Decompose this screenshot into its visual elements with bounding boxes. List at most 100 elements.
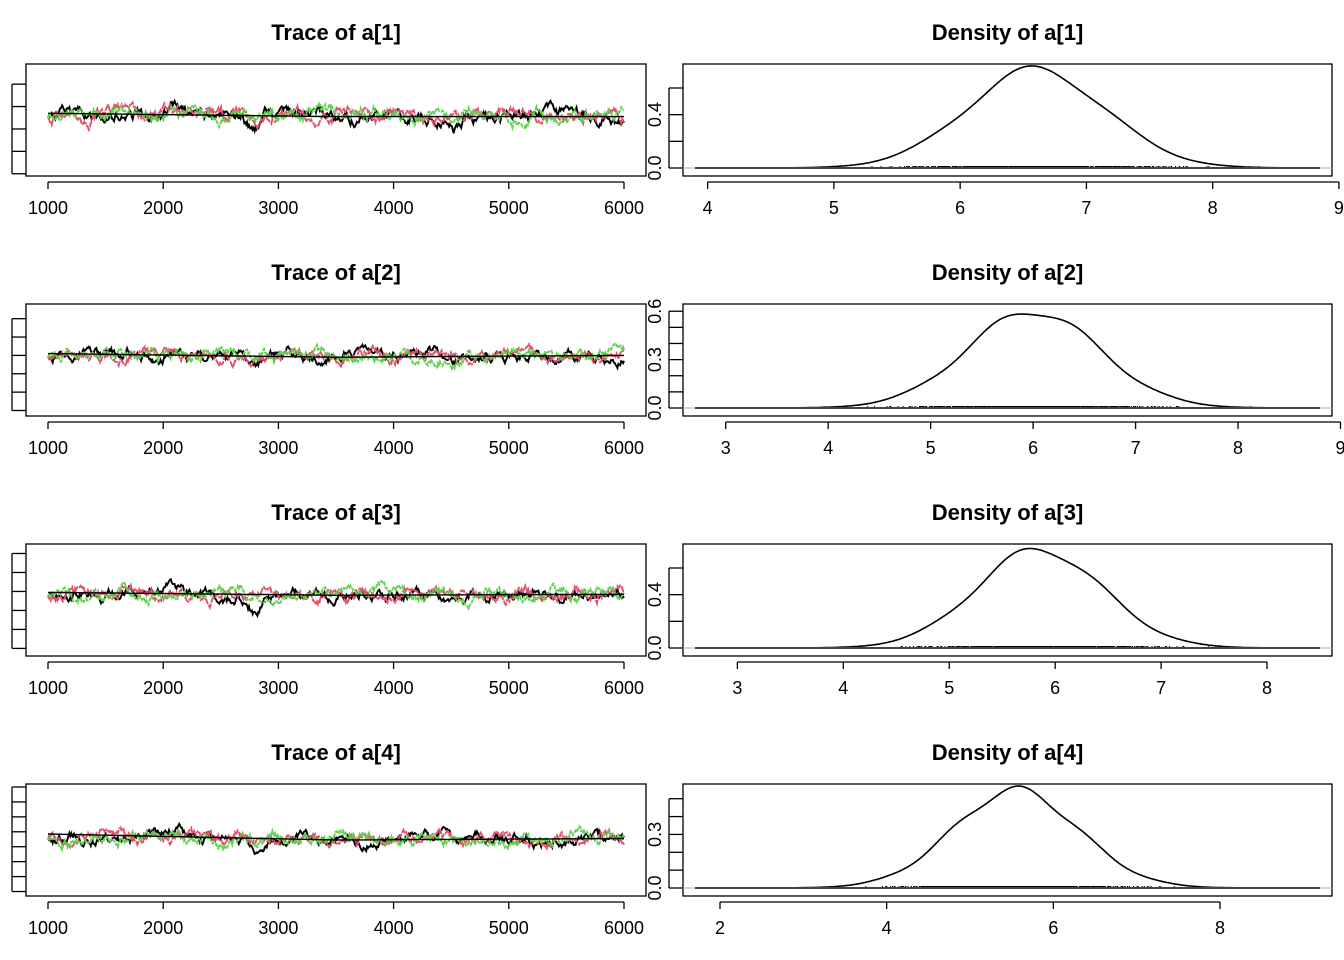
y-tick-label: 0.4: [645, 582, 665, 607]
y-tick-label: 0.0: [645, 635, 665, 660]
x-tick-label: 7: [1156, 678, 1166, 698]
trace-panel-1: Trace of a[1] 1000 2000 3000 4000 5000 6000: [11, 20, 647, 218]
x-tick-label: 3000: [258, 198, 298, 218]
x-tick-label: 8: [1208, 198, 1218, 218]
x-tick-label: 3000: [258, 678, 298, 698]
plot-frame: [25, 783, 647, 897]
plot-frame: [682, 783, 1333, 897]
trend-line: [47, 833, 625, 841]
rug-marks: [695, 166, 1320, 169]
panel-title: Density of a[1]: [932, 20, 1084, 45]
x-tick-label: 4000: [374, 918, 414, 938]
x-tick-label: 5: [926, 438, 936, 458]
chain-2-line: [47, 582, 625, 611]
trace-panel-4: Trace of a[4] 1000 2000 3000 4000 5000 6000: [11, 740, 647, 938]
x-tick-label: 8: [1262, 678, 1272, 698]
x-tick-label: 6: [1048, 918, 1058, 938]
x-tick-label: 6000: [604, 918, 644, 938]
x-tick-label: 2000: [143, 198, 183, 218]
x-tick-label: 6: [955, 198, 965, 218]
rug-marks: [695, 646, 1320, 649]
x-tick-label: 5000: [489, 438, 529, 458]
y-tick-label: 0.0: [645, 875, 665, 900]
x-tick-label: 3: [721, 438, 731, 458]
rug-marks: [695, 406, 1320, 409]
density-curve: [695, 547, 1320, 649]
x-tick-label: 6000: [604, 678, 644, 698]
y-tick-label: 0.0: [645, 395, 665, 420]
trace-panel-2: Trace of a[2] 1000 2000 3000 4000 5000 6000: [11, 260, 647, 458]
density-curve: [695, 313, 1320, 409]
y-tick-label: 0.3: [645, 822, 665, 847]
x-tick-label: 8: [1233, 438, 1243, 458]
x-tick-label: 6: [1028, 438, 1038, 458]
x-tick-label: 2: [715, 918, 725, 938]
x-tick-label: 4: [703, 198, 713, 218]
plot-frame: [682, 543, 1333, 657]
plot-frame: [682, 303, 1333, 417]
density-curve: [695, 65, 1320, 169]
x-tick-label: 5000: [489, 918, 529, 938]
x-tick-label: 5: [829, 198, 839, 218]
density-panel-2: Density of a[2] 3 4 5 6 7 8 9 0.0 0.3 0.6: [645, 260, 1344, 458]
chain-2-line: [47, 342, 625, 370]
x-tick-label: 6: [1050, 678, 1060, 698]
y-tick-label: 0.6: [645, 299, 665, 324]
x-tick-label: 4000: [374, 678, 414, 698]
x-tick-label: 5000: [489, 198, 529, 218]
x-tick-label: 4000: [374, 198, 414, 218]
x-tick-label: 2000: [143, 678, 183, 698]
x-tick-label: 5000: [489, 678, 529, 698]
x-tick-label: 6000: [604, 198, 644, 218]
y-tick-label: 0.0: [645, 155, 665, 180]
x-tick-label: 4: [838, 678, 848, 698]
trend-line: [47, 591, 625, 597]
density-curve: [695, 785, 1320, 889]
plot-frame: [25, 63, 647, 177]
chain-3-line: [47, 579, 625, 612]
x-tick-label: 1000: [28, 918, 68, 938]
density-panel-3: Density of a[3] 3 4 5 6 7 8 0.0 0.4: [645, 500, 1333, 698]
panel-title: Trace of a[2]: [271, 260, 401, 285]
plot-frame: [682, 63, 1333, 177]
chain-1-line: [47, 342, 625, 371]
chain-3-line: [47, 342, 625, 371]
panels: Trace of a[1]1000 2000 3000 4000 5000 6000Tra…: [11, 20, 1344, 938]
panel-title: Trace of a[4]: [271, 740, 401, 765]
density-panel-1: Density of a[1] 4 5 6 7 8 9 0.0 0.4: [645, 20, 1344, 218]
x-tick-label: 3000: [258, 918, 298, 938]
x-tick-label: 2000: [143, 438, 183, 458]
x-tick-label: 3000: [258, 438, 298, 458]
y-tick-label: 0.4: [645, 102, 665, 127]
x-tick-label: 6000: [604, 438, 644, 458]
trend-line: [47, 352, 625, 358]
x-tick-label: 9: [1334, 198, 1344, 218]
chain-2-line: [47, 825, 625, 852]
plot-frame: [25, 303, 647, 417]
x-tick-label: 4: [823, 438, 833, 458]
x-tick-label: 7: [1081, 198, 1091, 218]
panel-title: Density of a[4]: [932, 740, 1084, 765]
panel-title: Trace of a[3]: [271, 500, 401, 525]
trend-line: [47, 112, 624, 118]
panel-title: Density of a[2]: [932, 260, 1084, 285]
x-tick-label: 4: [882, 918, 892, 938]
trace-panel-3: Trace of a[3] 1000 2000 3000 4000 5000 6000: [11, 500, 647, 698]
x-tick-label: 3: [732, 678, 742, 698]
chain-3-line: [47, 824, 625, 853]
chain-3-line: [47, 101, 625, 132]
x-tick-label: 4000: [374, 438, 414, 458]
x-tick-label: 2000: [143, 918, 183, 938]
x-tick-label: 1000: [28, 678, 68, 698]
panel-title: Density of a[3]: [932, 500, 1084, 525]
x-tick-label: 7: [1131, 438, 1141, 458]
density-panel-4: Density of a[4] 2 4 6 8 0.0 0.3: [645, 740, 1333, 938]
x-tick-label: 1000: [28, 438, 68, 458]
plot-frame: [25, 543, 647, 657]
x-tick-label: 1000: [28, 198, 68, 218]
x-tick-label: 5: [944, 678, 954, 698]
x-tick-label: 8: [1215, 918, 1225, 938]
x-tick-label: 9: [1335, 438, 1344, 458]
y-tick-label: 0.3: [645, 347, 665, 372]
